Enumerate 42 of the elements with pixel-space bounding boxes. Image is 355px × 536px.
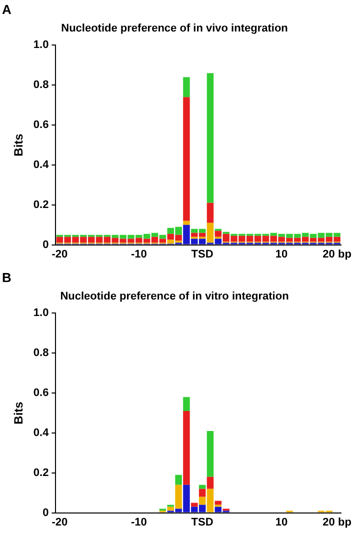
y-tick-label: 0.6 — [33, 119, 49, 132]
chart-title: Nucleotide preference of in vivo integration — [61, 22, 288, 35]
x-tick-label: 20 bp — [322, 516, 352, 528]
bar — [183, 77, 190, 98]
y-tick-label: 0.4 — [33, 158, 50, 171]
y-axis-title: Bits — [12, 401, 26, 424]
y-tick-label: 0.2 — [33, 466, 49, 479]
y-axis-title: Bits — [12, 133, 26, 156]
y-tick-label: 0.8 — [33, 347, 49, 360]
y-tick-label: 1.0 — [33, 39, 49, 52]
bar — [206, 430, 214, 477]
x-tick-label: 20 bp — [322, 248, 352, 260]
x-tick-label: 10 — [275, 516, 288, 528]
y-tick-label: 0 — [42, 506, 49, 519]
bar — [183, 97, 190, 221]
x-tick-label: TSD — [191, 516, 214, 528]
y-tick-label: 0.2 — [33, 198, 49, 211]
bar — [198, 488, 206, 497]
y-tick-label: 1.0 — [33, 307, 49, 320]
bar — [191, 502, 198, 507]
bar — [206, 73, 214, 203]
bar — [175, 474, 182, 485]
y-tick-label: 0 — [42, 238, 49, 251]
bar — [198, 484, 206, 489]
x-tick-label: -20 — [52, 248, 68, 260]
x-tick-label: -10 — [130, 248, 147, 260]
x-tick-label: 10 — [275, 248, 288, 260]
y-tick-label: 0.6 — [33, 387, 49, 400]
x-tick-label: -10 — [130, 516, 147, 528]
y-tick-label: 0.4 — [33, 426, 50, 439]
text: B — [2, 270, 12, 286]
x-tick-label: -20 — [52, 516, 68, 528]
text: A — [2, 2, 12, 18]
bar — [183, 411, 190, 485]
bar — [206, 202, 214, 223]
bar — [183, 220, 190, 225]
x-tick-label: TSD — [191, 248, 214, 260]
bar — [206, 476, 214, 489]
bar — [183, 397, 190, 412]
bar — [214, 500, 222, 505]
y-tick-label: 0.8 — [33, 79, 49, 92]
chart-title: Nucleotide preference of in vitro integration — [60, 290, 290, 303]
